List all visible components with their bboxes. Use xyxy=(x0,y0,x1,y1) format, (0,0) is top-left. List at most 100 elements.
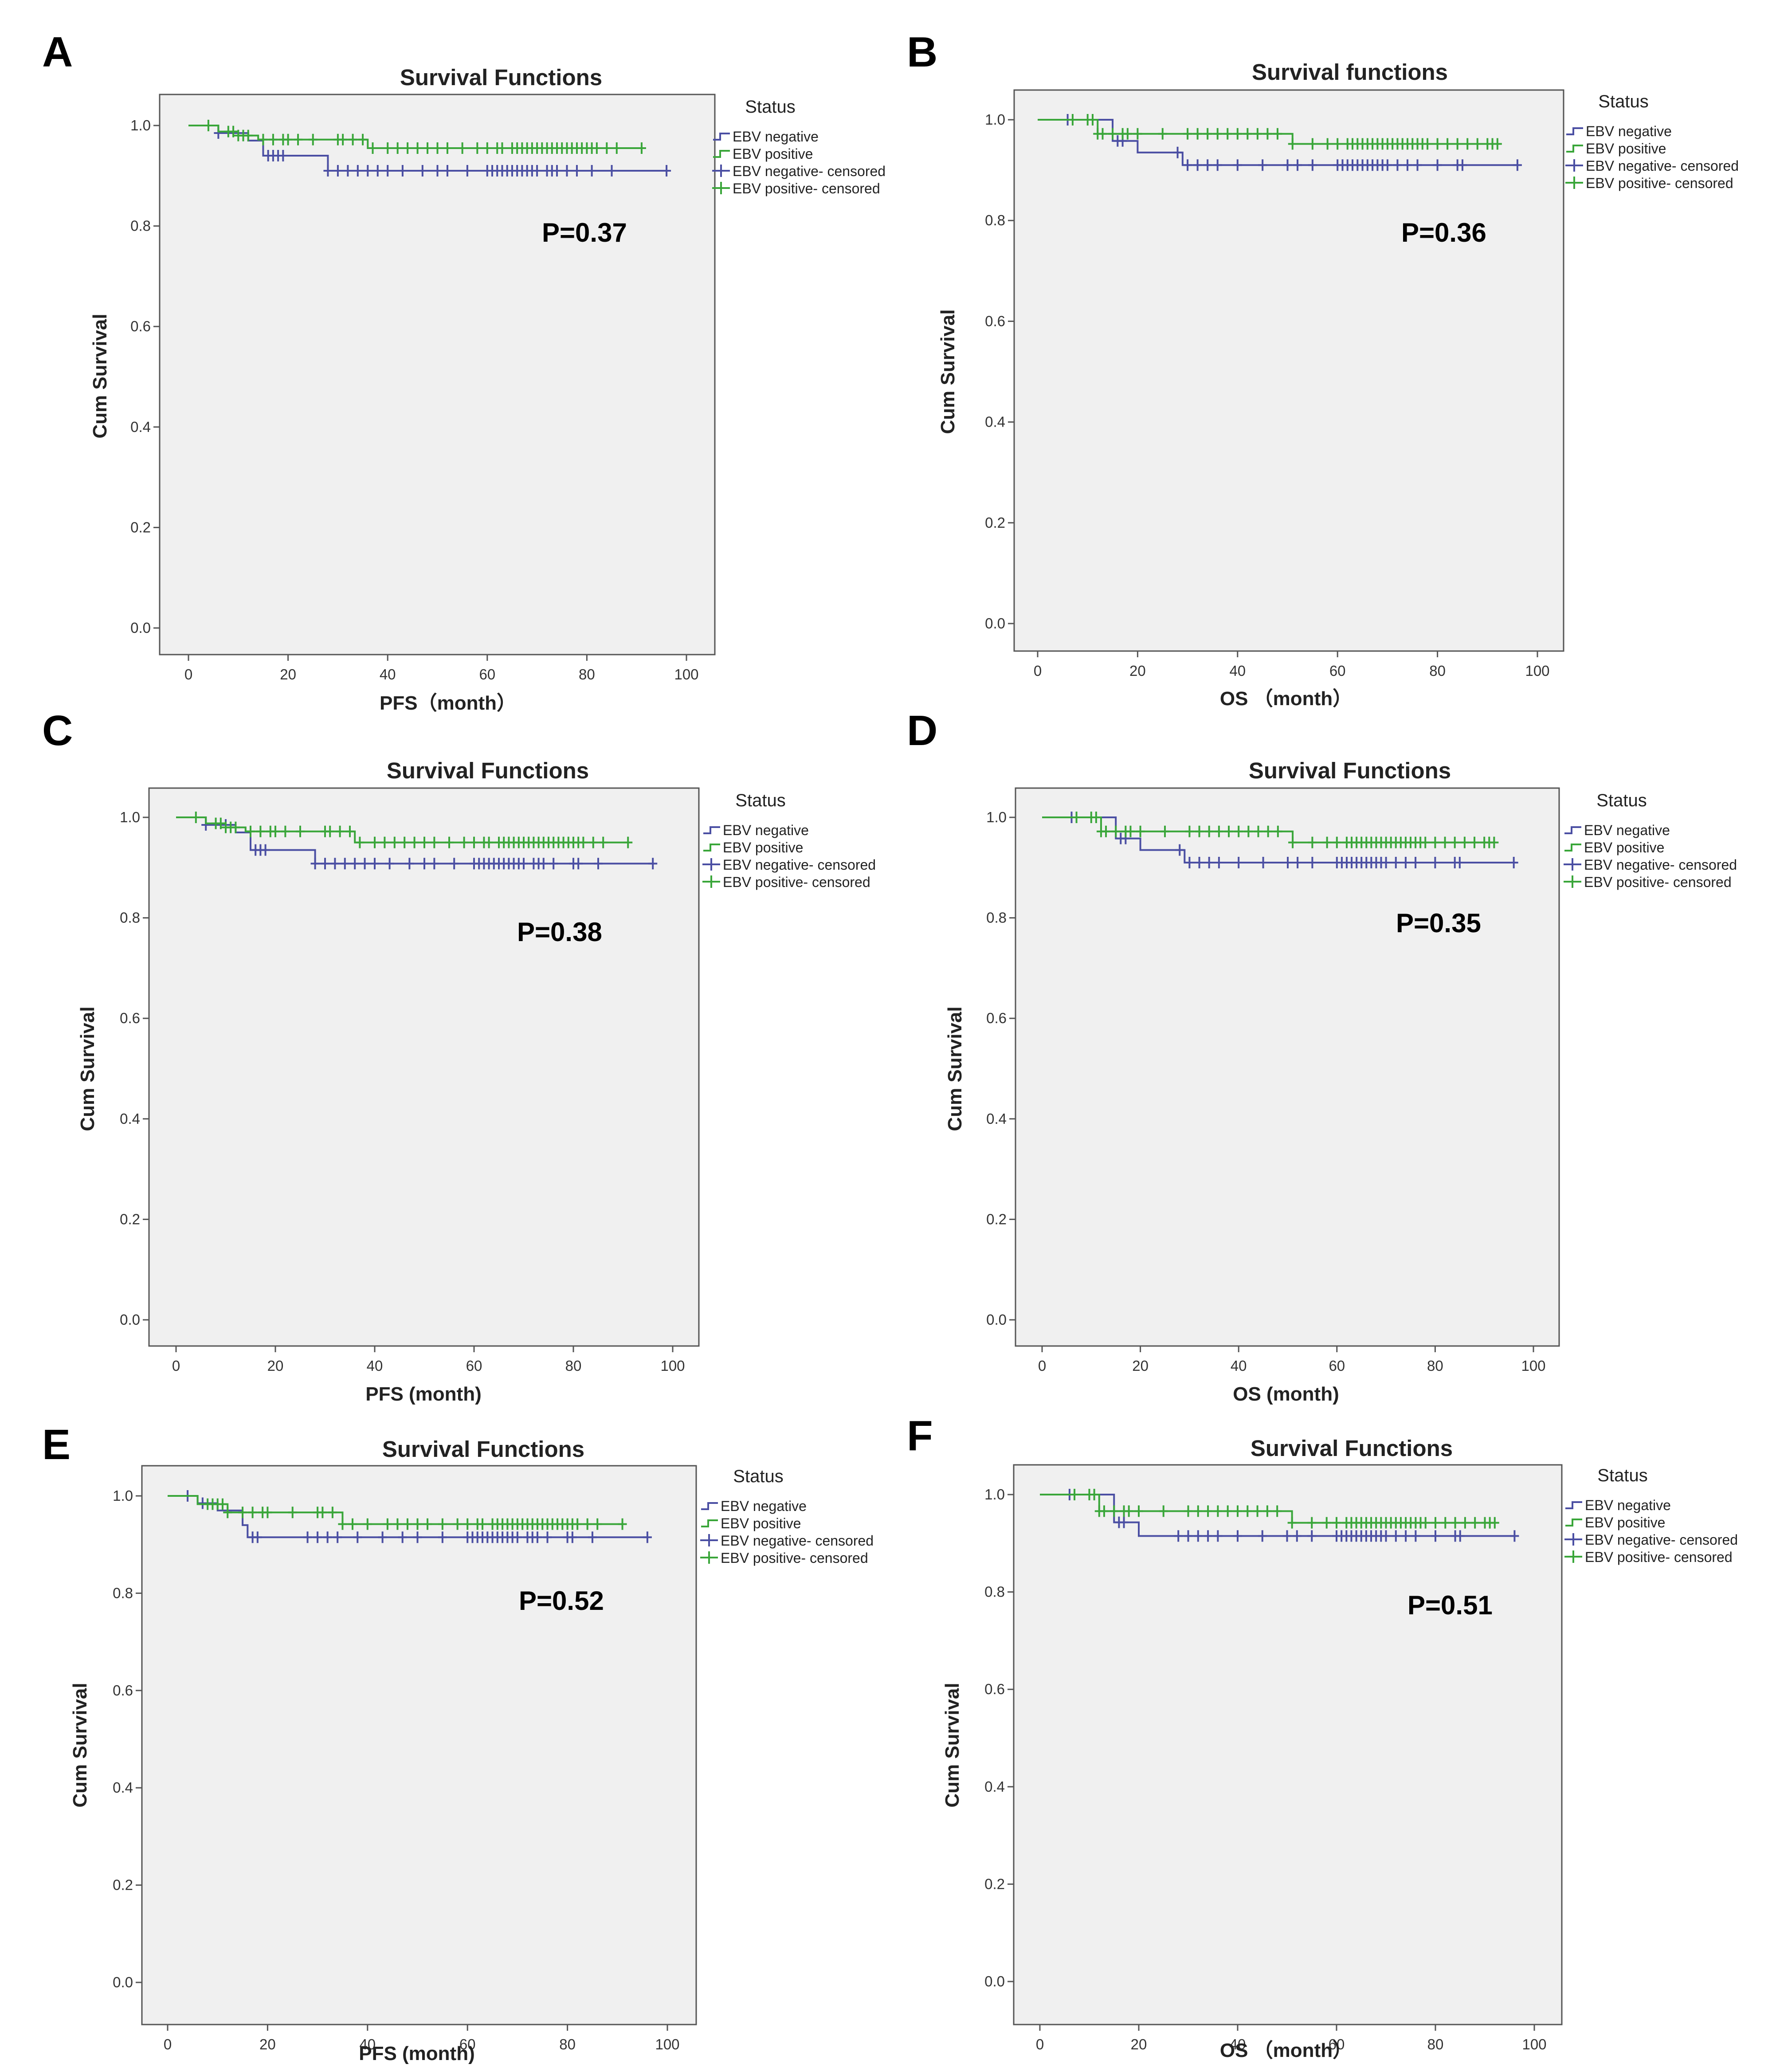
censor-mark-ebv-positive xyxy=(308,133,318,145)
legend-entry: EBV positive xyxy=(721,1515,801,1531)
y-tick-label: 0.4 xyxy=(130,419,151,435)
legend-entry: EBV negative xyxy=(723,822,809,838)
legend-line-swatch xyxy=(703,826,720,834)
censor-mark-ebv-positive xyxy=(1470,836,1479,848)
legend-line-swatch xyxy=(1565,1519,1582,1527)
censor-mark-ebv-positive xyxy=(338,1518,347,1530)
censor-mark-ebv-positive xyxy=(430,836,439,848)
legend-censor-swatch xyxy=(1564,1550,1582,1563)
censor-mark-ebv-positive xyxy=(288,1507,297,1519)
censor-mark-ebv-negative xyxy=(1234,856,1243,868)
x-tick-label: 40 xyxy=(1231,1358,1247,1374)
censor-mark-ebv-positive xyxy=(599,836,608,848)
x-tick-label: 40 xyxy=(380,666,396,683)
censor-mark-ebv-negative xyxy=(405,858,414,870)
x-axis-label: PFS (month) xyxy=(359,2043,475,2064)
x-tick-label: 80 xyxy=(1427,1358,1443,1374)
censor-mark-ebv-positive xyxy=(1451,1517,1460,1529)
y-tick-label: 1.0 xyxy=(985,111,1005,128)
censor-mark-ebv-positive xyxy=(1322,836,1332,848)
censor-mark-ebv-positive xyxy=(420,836,429,848)
legend-censor-swatch xyxy=(1564,858,1581,871)
legend-entry: EBV negative- censored xyxy=(733,163,886,179)
censor-mark-ebv-positive xyxy=(229,126,238,137)
legend-entry: EBV negative- censored xyxy=(723,857,876,873)
censor-mark-ebv-negative xyxy=(1213,1530,1223,1542)
censor-mark-ebv-negative xyxy=(588,1531,597,1543)
censor-mark-ebv-negative xyxy=(340,858,349,870)
censor-mark-ebv-positive xyxy=(1308,138,1317,150)
legend-entry: EBV positive xyxy=(1585,1515,1665,1530)
survival-curve-ebv-negative xyxy=(1038,119,1517,166)
y-tick-label: 0.0 xyxy=(984,1973,1005,1990)
censor-mark-ebv-negative xyxy=(553,165,562,177)
legend-line-swatch xyxy=(1565,1501,1582,1509)
legend-entry: EBV negative xyxy=(1584,822,1670,838)
y-tick-label: 0.0 xyxy=(113,1974,133,1990)
x-tick-label: 0 xyxy=(1036,2036,1044,2052)
y-tick-label: 0.4 xyxy=(984,1778,1005,1795)
censor-mark-ebv-positive xyxy=(1184,1505,1193,1517)
legend-censor-swatch xyxy=(1564,875,1581,888)
censor-mark-ebv-negative xyxy=(261,844,270,856)
y-tick-label: 0.6 xyxy=(130,318,151,334)
censor-mark-ebv-negative xyxy=(1401,856,1410,868)
legend-censor-swatch xyxy=(712,182,730,194)
censor-mark-ebv-negative xyxy=(313,1531,322,1543)
censor-mark-ebv-negative xyxy=(373,165,382,177)
censor-mark-ebv-positive xyxy=(453,1518,462,1530)
censor-mark-ebv-positive xyxy=(602,142,612,154)
legend-entry: EBV negative- censored xyxy=(1584,857,1737,873)
censor-mark-ebv-negative xyxy=(594,858,603,870)
censor-mark-ebv-negative xyxy=(1283,856,1292,868)
censor-mark-ebv-negative xyxy=(450,858,459,870)
censor-mark-ebv-positive xyxy=(1421,1517,1430,1529)
x-tick-label: 40 xyxy=(1230,2036,1246,2052)
censor-mark-ebv-negative xyxy=(1433,159,1442,171)
chart-panel-e: E Survival Functions 0.0 0.2 0.4 0.6 0.8 1.0 0 20… xyxy=(42,1421,874,2064)
censor-mark-ebv-negative xyxy=(398,1531,407,1543)
x-tick-label: 20 xyxy=(1131,2036,1147,2052)
x-tick-label: 40 xyxy=(367,1358,383,1374)
censor-mark-ebv-negative xyxy=(1193,159,1202,171)
censor-mark-ebv-negative xyxy=(1233,1530,1242,1542)
censor-mark-ebv-negative xyxy=(278,149,288,161)
censor-mark-ebv-positive xyxy=(470,836,478,848)
censor-mark-ebv-negative xyxy=(378,1531,387,1543)
censor-mark-ebv-negative xyxy=(1258,856,1268,868)
censor-mark-ebv-positive xyxy=(1213,128,1222,140)
censor-mark-ebv-negative xyxy=(513,1531,522,1543)
censor-mark-ebv-negative xyxy=(1119,1516,1129,1528)
legend-entry: EBV negative xyxy=(1585,1497,1671,1513)
legend-line-swatch xyxy=(713,133,730,141)
y-tick-label: 0.0 xyxy=(120,1311,140,1328)
legend-censor-swatch xyxy=(700,1534,718,1546)
censor-mark-ebv-positive xyxy=(296,825,305,837)
censor-mark-ebv-negative xyxy=(1455,856,1464,868)
panel-letter: E xyxy=(42,1421,71,1468)
y-axis-label: Cum Survival xyxy=(941,1683,963,1807)
x-tick-label: 80 xyxy=(579,666,595,683)
chart-title: Survival Functions xyxy=(400,65,602,90)
x-tick-label: 40 xyxy=(1229,663,1246,679)
censor-mark-ebv-positive xyxy=(593,1518,602,1530)
censor-mark-ebv-positive xyxy=(403,1518,412,1530)
censor-mark-ebv-negative xyxy=(303,1531,312,1543)
censor-mark-ebv-negative xyxy=(549,858,558,870)
censor-mark-ebv-positive xyxy=(1243,128,1252,140)
legend-title: Status xyxy=(745,97,795,117)
censor-mark-ebv-negative xyxy=(1381,856,1391,868)
plot-area xyxy=(1013,1464,1563,2025)
censor-mark-ebv-positive xyxy=(1159,1505,1168,1517)
censor-mark-ebv-positive xyxy=(1473,138,1482,150)
y-tick-label: 1.0 xyxy=(984,1486,1005,1503)
censor-mark-ebv-positive xyxy=(1233,1505,1242,1517)
censor-mark-ebv-positive xyxy=(1332,836,1341,848)
y-tick-label: 0.0 xyxy=(130,620,151,636)
censor-mark-ebv-positive xyxy=(1090,1489,1099,1500)
censor-mark-ebv-positive xyxy=(355,836,365,848)
x-axis-label: OS （month） xyxy=(1220,2040,1352,2061)
censor-mark-ebv-positive xyxy=(1262,1505,1272,1517)
censor-mark-ebv-positive xyxy=(1099,1505,1109,1517)
